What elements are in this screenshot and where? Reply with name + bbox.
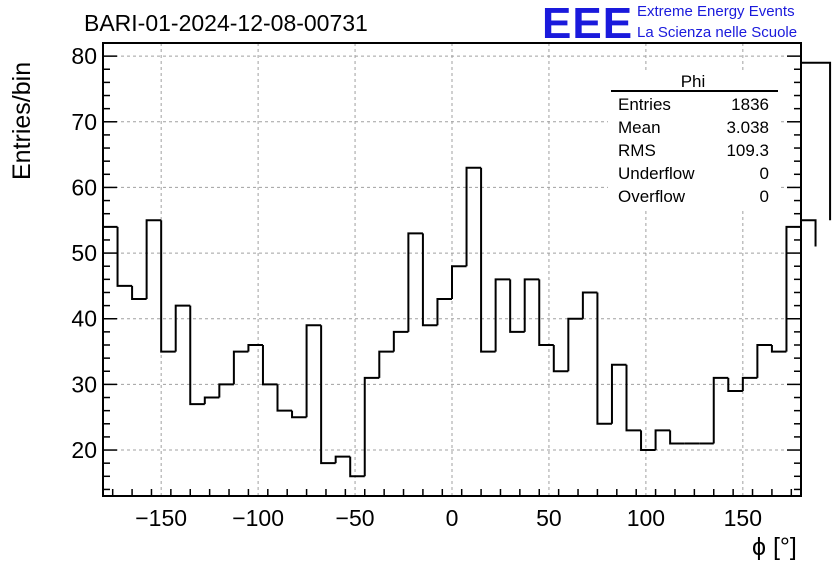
histogram-bin bbox=[610, 363, 627, 424]
axes-layer: −150 −100 −50 0 50 100 150 20 30 40 50 60 70 80 bbox=[71, 42, 802, 531]
histogram-bin bbox=[291, 410, 307, 419]
x-tick-label: 100 bbox=[627, 505, 665, 531]
stats-label: Entries bbox=[618, 95, 671, 114]
histogram-bin bbox=[334, 455, 351, 464]
histogram-bin bbox=[669, 430, 685, 445]
histogram-bin bbox=[276, 384, 293, 412]
stats-box-bg bbox=[608, 70, 780, 210]
y-tick-label: 50 bbox=[71, 240, 97, 266]
histogram-bin bbox=[581, 291, 598, 319]
histogram-bin bbox=[465, 166, 482, 267]
histogram-bin bbox=[436, 298, 452, 326]
stats-value: 3.038 bbox=[726, 118, 769, 137]
stats-label: Mean bbox=[618, 118, 661, 137]
logo-line-2: La Scienza nelle Scuole bbox=[637, 24, 798, 41]
histogram-bin bbox=[552, 345, 569, 373]
histogram-bin bbox=[232, 350, 249, 385]
histogram-bin bbox=[421, 233, 438, 327]
histogram-bin bbox=[363, 376, 380, 477]
plot-frame bbox=[102, 42, 802, 497]
y-tick-label: 40 bbox=[71, 306, 97, 332]
x-tick-label: −150 bbox=[135, 505, 187, 531]
y-tick-label: 70 bbox=[71, 109, 97, 135]
stats-value: 1836 bbox=[731, 95, 769, 114]
y-tick-label: 60 bbox=[71, 174, 97, 200]
histogram-bin bbox=[174, 304, 191, 352]
histogram-bin bbox=[203, 396, 220, 405]
x-tick-label: 150 bbox=[724, 505, 762, 531]
histogram-bin bbox=[480, 167, 496, 353]
x-axis-label: ϕ [°] bbox=[752, 533, 797, 561]
histogram-bin bbox=[349, 456, 365, 478]
histogram-bin bbox=[741, 376, 758, 391]
histogram-bin bbox=[727, 377, 743, 392]
logo-line-1: Extreme Energy Events bbox=[637, 3, 795, 20]
y-tick-label: 20 bbox=[71, 437, 97, 463]
histogram-bin bbox=[801, 219, 817, 247]
histogram-bin bbox=[102, 225, 118, 496]
histogram-bin bbox=[407, 232, 423, 332]
histogram-bin bbox=[567, 317, 583, 372]
histogram-bin bbox=[712, 376, 729, 444]
x-tick-label: 50 bbox=[536, 505, 562, 531]
histogram-bin bbox=[596, 292, 612, 425]
histogram-bin bbox=[523, 278, 540, 332]
histogram-bin bbox=[785, 225, 801, 352]
x-tick-label: −50 bbox=[336, 505, 375, 531]
histogram-bin bbox=[305, 324, 322, 418]
chart-title: BARI-01-2024-12-08-00731 bbox=[84, 10, 368, 36]
stats-value: 0 bbox=[760, 187, 769, 206]
histogram-bin bbox=[116, 226, 133, 287]
stats-label: RMS bbox=[618, 141, 656, 160]
histogram-bin bbox=[247, 344, 263, 352]
y-tick-label: 80 bbox=[71, 43, 97, 69]
stats-box: Phi Entries 1836 Mean 3.038 RMS 109.3 Underflow… bbox=[608, 70, 780, 210]
x-tick-label: −100 bbox=[232, 505, 284, 531]
histogram-bin bbox=[320, 325, 336, 465]
histogram-bin bbox=[756, 344, 772, 378]
histogram-bin bbox=[261, 345, 278, 386]
histogram-bin bbox=[378, 350, 394, 378]
histogram-bin bbox=[640, 430, 656, 452]
eee-logo: EEE bbox=[542, 0, 634, 48]
histogram-bin bbox=[218, 383, 234, 398]
histogram-bin bbox=[800, 61, 832, 496]
histogram-bin bbox=[451, 265, 467, 300]
stats-value: 0 bbox=[760, 164, 769, 183]
histogram-bin bbox=[770, 345, 787, 353]
histogram-bin bbox=[625, 364, 642, 432]
histogram-bin bbox=[392, 330, 409, 352]
y-tick-label: 30 bbox=[71, 371, 97, 397]
histogram-bin bbox=[494, 278, 511, 352]
histogram-bin bbox=[538, 279, 554, 346]
stats-label: Underflow bbox=[618, 164, 695, 183]
histogram-bin bbox=[509, 279, 525, 333]
stats-label: Overflow bbox=[618, 187, 686, 206]
x-tick-label: 0 bbox=[446, 505, 459, 531]
histogram-bin bbox=[145, 219, 162, 300]
histogram-bin bbox=[131, 285, 147, 301]
stats-name: Phi bbox=[681, 72, 706, 91]
histogram-bin bbox=[189, 305, 205, 406]
histogram-bin bbox=[160, 220, 176, 353]
stats-value: 109.3 bbox=[726, 141, 769, 160]
histogram-bin bbox=[654, 429, 671, 451]
